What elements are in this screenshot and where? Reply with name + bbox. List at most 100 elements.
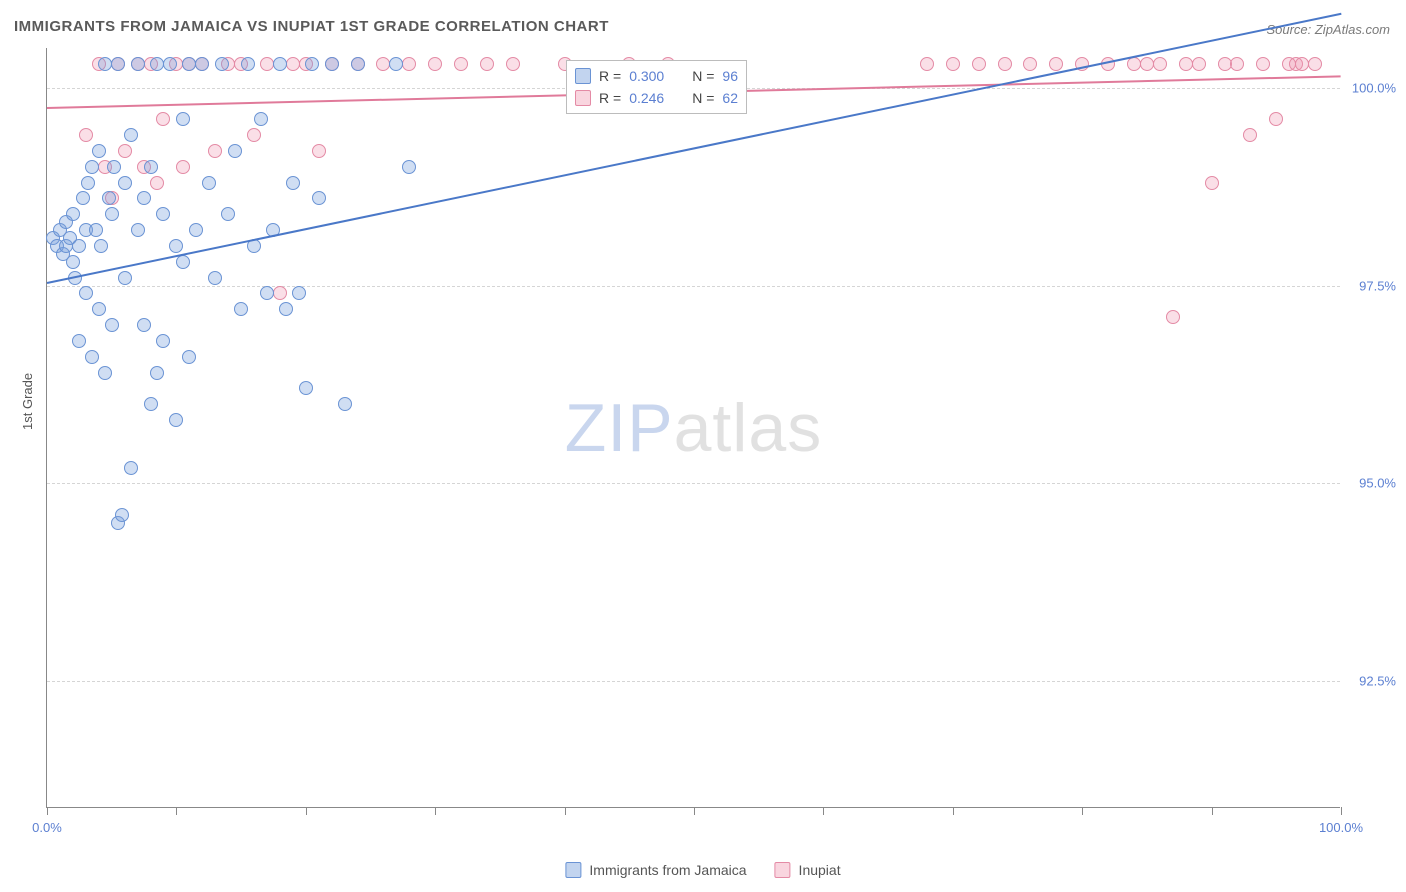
y-tick-label: 97.5% [1359, 278, 1396, 293]
legend-item-pink: Inupiat [775, 862, 841, 878]
data-point-pink [1295, 57, 1309, 71]
data-point-pink [118, 144, 132, 158]
watermark-atlas: atlas [674, 390, 823, 466]
data-point-blue [163, 57, 177, 71]
data-point-blue [107, 160, 121, 174]
data-point-pink [1023, 57, 1037, 71]
x-tick [694, 807, 695, 815]
data-point-pink [1192, 57, 1206, 71]
data-point-blue [150, 366, 164, 380]
data-point-pink [402, 57, 416, 71]
data-point-pink [1308, 57, 1322, 71]
data-point-blue [118, 176, 132, 190]
data-point-blue [215, 57, 229, 71]
data-point-blue [292, 286, 306, 300]
data-point-pink [1218, 57, 1232, 71]
stats-legend: R =0.300N =96R =0.246N =62 [566, 60, 747, 114]
data-point-pink [376, 57, 390, 71]
data-point-blue [85, 160, 99, 174]
data-point-pink [1269, 112, 1283, 126]
data-point-blue [338, 397, 352, 411]
data-point-blue [131, 223, 145, 237]
x-tick [953, 807, 954, 815]
r-label: R = [599, 90, 621, 106]
data-point-blue [169, 239, 183, 253]
data-point-blue [72, 334, 86, 348]
data-point-pink [1166, 310, 1180, 324]
data-point-blue [286, 176, 300, 190]
data-point-blue [325, 57, 339, 71]
x-tick [1341, 807, 1342, 815]
x-tick [435, 807, 436, 815]
data-point-blue [137, 318, 151, 332]
x-tick [565, 807, 566, 815]
legend-item-blue: Immigrants from Jamaica [565, 862, 746, 878]
data-point-pink [1049, 57, 1063, 71]
data-point-blue [195, 57, 209, 71]
data-point-blue [234, 302, 248, 316]
data-point-blue [156, 207, 170, 221]
y-tick-label: 100.0% [1352, 80, 1396, 95]
data-point-blue [299, 381, 313, 395]
data-point-blue [351, 57, 365, 71]
x-tick [823, 807, 824, 815]
data-point-blue [66, 255, 80, 269]
data-point-pink [150, 176, 164, 190]
data-point-blue [169, 413, 183, 427]
data-point-pink [1230, 57, 1244, 71]
data-point-pink [946, 57, 960, 71]
swatch-pink [775, 862, 791, 878]
data-point-blue [254, 112, 268, 126]
data-point-blue [102, 191, 116, 205]
x-tick [176, 807, 177, 815]
data-point-blue [189, 223, 203, 237]
data-point-blue [144, 160, 158, 174]
data-point-blue [402, 160, 416, 174]
data-point-pink [480, 57, 494, 71]
data-point-pink [428, 57, 442, 71]
data-point-pink [1140, 57, 1154, 71]
stats-row: R =0.300N =96 [575, 65, 738, 87]
y-tick-label: 92.5% [1359, 674, 1396, 689]
data-point-blue [305, 57, 319, 71]
data-point-blue [89, 223, 103, 237]
chart-title: IMMIGRANTS FROM JAMAICA VS INUPIAT 1ST G… [14, 18, 609, 35]
gridline [47, 286, 1340, 287]
legend-label-blue: Immigrants from Jamaica [589, 862, 746, 878]
data-point-pink [1153, 57, 1167, 71]
stats-row: R =0.246N =62 [575, 87, 738, 109]
data-point-blue [76, 191, 90, 205]
data-point-pink [286, 57, 300, 71]
data-point-pink [1243, 128, 1257, 142]
y-tick-label: 95.0% [1359, 476, 1396, 491]
data-point-blue [312, 191, 326, 205]
data-point-blue [208, 271, 222, 285]
x-tick-label: 0.0% [32, 820, 62, 835]
data-point-blue [182, 350, 196, 364]
data-point-blue [94, 239, 108, 253]
data-point-pink [506, 57, 520, 71]
swatch-blue [565, 862, 581, 878]
bottom-legend: Immigrants from Jamaica Inupiat [565, 862, 840, 878]
data-point-pink [176, 160, 190, 174]
data-point-pink [208, 144, 222, 158]
data-point-blue [176, 255, 190, 269]
data-point-pink [273, 286, 287, 300]
data-point-blue [111, 57, 125, 71]
data-point-blue [150, 57, 164, 71]
data-point-blue [228, 144, 242, 158]
data-point-blue [202, 176, 216, 190]
n-label: N = [692, 68, 714, 84]
n-value: 62 [722, 90, 738, 106]
data-point-pink [920, 57, 934, 71]
plot-area: ZIPatlas 92.5%95.0%97.5%100.0%0.0%100.0% [46, 48, 1340, 808]
data-point-blue [144, 397, 158, 411]
data-point-blue [389, 57, 403, 71]
x-tick-label: 100.0% [1319, 820, 1363, 835]
data-point-blue [85, 350, 99, 364]
data-point-pink [156, 112, 170, 126]
y-axis-label: 1st Grade [20, 373, 35, 430]
gridline [47, 483, 1340, 484]
data-point-blue [176, 112, 190, 126]
data-point-pink [260, 57, 274, 71]
